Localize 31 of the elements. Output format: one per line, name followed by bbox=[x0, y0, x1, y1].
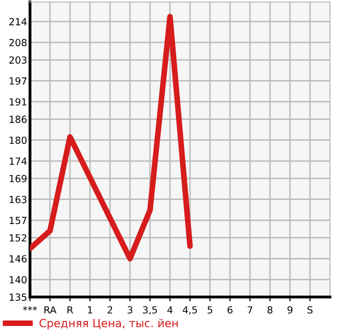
y-tick-label: 180 bbox=[10, 136, 27, 144]
y-tick-label: 174 bbox=[10, 158, 27, 165]
y-tick-label: 197 bbox=[10, 77, 26, 85]
x-tick-label: 9 bbox=[288, 306, 292, 314]
x-tick-label: 4 bbox=[167, 306, 173, 314]
x-tick-label: 5 bbox=[208, 306, 212, 314]
y-tick-label: 191 bbox=[10, 98, 26, 106]
legend-label: Средняя Цена, тыс. йен bbox=[40, 318, 178, 330]
y-tick-label: 157 bbox=[10, 216, 26, 224]
x-tick-label: 7 bbox=[248, 306, 252, 314]
y-tick-label: 152 bbox=[10, 234, 26, 242]
x-tick-label: S bbox=[308, 306, 313, 314]
x-tick-label: 8 bbox=[268, 306, 272, 314]
x-tick-label: R bbox=[68, 306, 74, 314]
x-tick-label: 3 bbox=[128, 306, 132, 314]
y-tick-label: 140 bbox=[10, 276, 27, 284]
x-tick-label: 6 bbox=[228, 306, 232, 314]
y-tick-label: 214 bbox=[9, 18, 27, 26]
y-tick-label: 186 bbox=[10, 116, 27, 123]
y-tick-label: 135 bbox=[10, 293, 26, 301]
x-tick-label: 1 bbox=[88, 306, 92, 314]
x-tick-label: 3,5 bbox=[143, 306, 157, 315]
y-tick-label: 163 bbox=[10, 196, 26, 204]
y-tick-label: 208 bbox=[9, 38, 27, 46]
x-tick-label: *** bbox=[23, 306, 37, 311]
x-tick-label: RA bbox=[44, 306, 56, 314]
y-tick-label: 146 bbox=[10, 255, 27, 262]
y-tick-label: 203 bbox=[9, 56, 26, 64]
x-tick-label: 4,5 bbox=[182, 306, 197, 315]
y-tick-label: 169 bbox=[10, 174, 27, 182]
x-tick-label: 2 bbox=[108, 306, 112, 314]
